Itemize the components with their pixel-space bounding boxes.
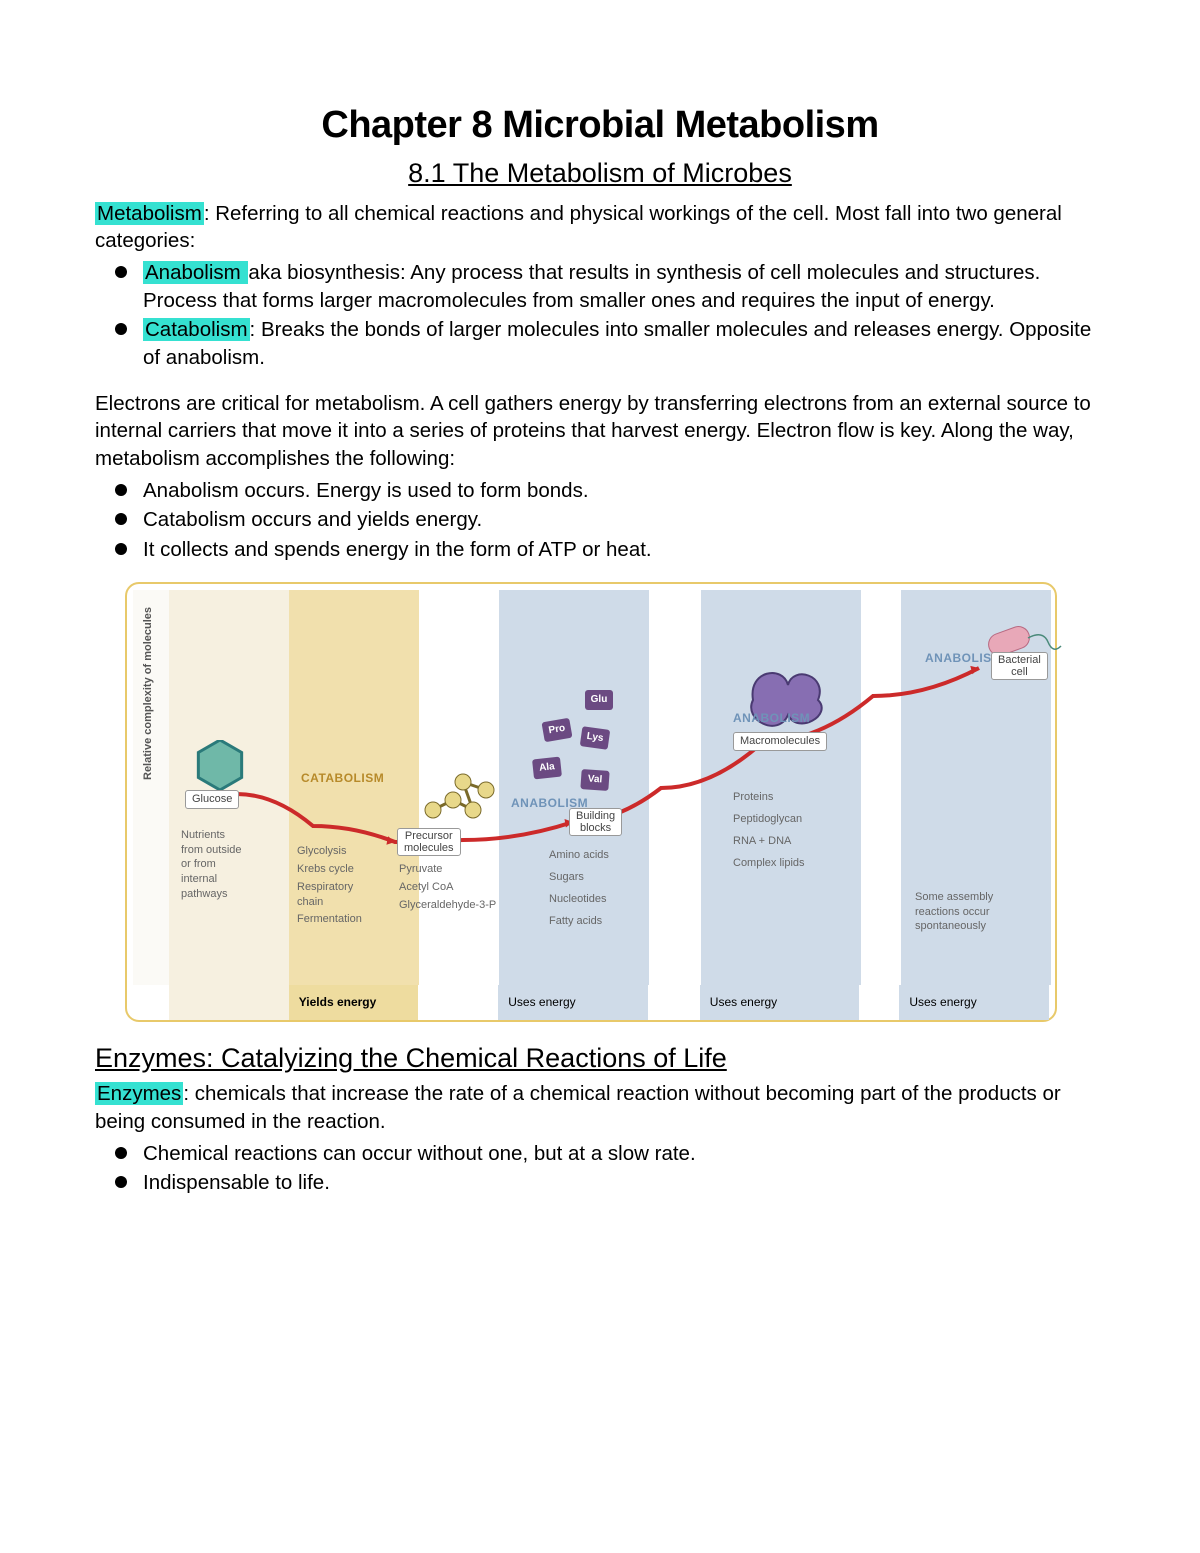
metabolism-diagram: Relative complexity of molecules CATABOL… xyxy=(125,582,1057,1022)
highlight-catabolism: Catabolism xyxy=(143,318,250,341)
list-enzyme-points: Chemical reactions can occur without one… xyxy=(95,1140,1105,1197)
list-electron-points: Anabolism occurs. Energy is used to form… xyxy=(95,477,1105,564)
highlight-enzymes: Enzymes xyxy=(95,1082,183,1105)
page-title: Chapter 8 Microbial Metabolism xyxy=(95,100,1105,151)
paragraph-metabolism: Metabolism: Referring to all chemical re… xyxy=(95,200,1105,255)
list-item: Catabolism: Breaks the bonds of larger m… xyxy=(143,316,1105,371)
highlight-metabolism: Metabolism xyxy=(95,202,204,225)
list-item: It collects and spends energy in the for… xyxy=(143,536,1105,564)
paragraph-enzymes: Enzymes: chemicals that increase the rat… xyxy=(95,1080,1105,1135)
list-item: Indispensable to life. xyxy=(143,1169,1105,1197)
list-item: Anabolism occurs. Energy is used to form… xyxy=(143,477,1105,505)
enzymes-heading: Enzymes: Catalyizing the Chemical Reacti… xyxy=(95,1040,1105,1076)
list-item: Chemical reactions can occur without one… xyxy=(143,1140,1105,1168)
section-title: 8.1 The Metabolism of Microbes xyxy=(95,155,1105,191)
diagram-footer: Yields energyUses energyUses energyUses … xyxy=(133,985,1049,1020)
list-item: Anabolism aka biosynthesis: Any process … xyxy=(143,259,1105,314)
highlight-anabolism: Anabolism xyxy=(143,261,248,284)
paragraph-electrons: Electrons are critical for metabolism. A… xyxy=(95,390,1105,473)
list-categories: Anabolism aka biosynthesis: Any process … xyxy=(95,259,1105,372)
list-item: Catabolism occurs and yields energy. xyxy=(143,506,1105,534)
